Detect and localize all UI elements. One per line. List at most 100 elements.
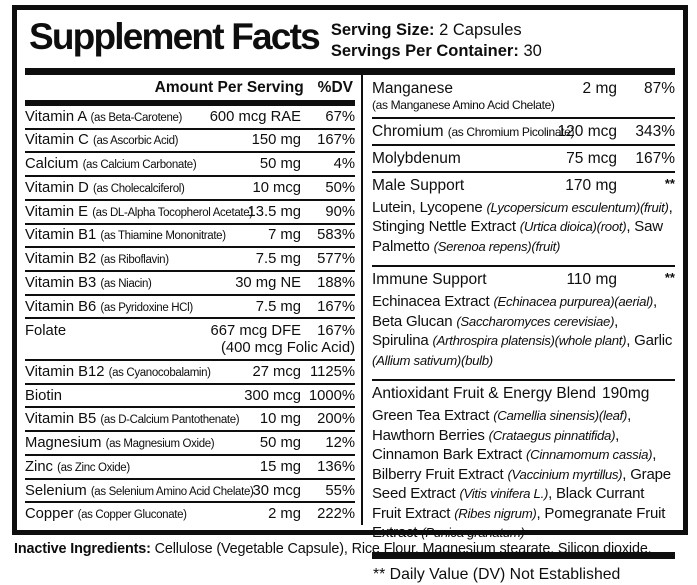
- ingredient-name: , Grape Seed Extract: [372, 465, 671, 503]
- left-header-bar: [25, 99, 355, 106]
- blend-ingredients: Echinacea Extract (Echinacea purpurea)(a…: [372, 290, 675, 379]
- nutrient-row: Vitamin E (as DL-Alpha Tocopherol Acetat…: [25, 198, 355, 223]
- right-column: Manganese 2 mg 87% (as Manganese Amino Acid…: [361, 74, 675, 583]
- dv-footnote: ** Daily Value (DV) Not Established: [373, 565, 621, 583]
- nutrient-row: Folate 667 mcg DFE 167% (400 mcg Folic Acid…: [25, 317, 355, 358]
- inactive-ingredients: Inactive Ingredients: Cellulose (Vegetab…: [14, 541, 696, 557]
- blend-dv: **: [664, 270, 675, 286]
- left-column-header: Amount Per Serving %DV: [25, 75, 355, 100]
- blend-amount: 170 mg: [565, 176, 617, 194]
- nutrient-amount: 2 mg: [268, 506, 301, 523]
- nutrient-form: (as Calcium Carbonate): [82, 159, 197, 172]
- nutrient-form: (as Copper Gluconate): [77, 509, 187, 522]
- nutrient-form: (as Cyanocobalamin): [108, 366, 211, 379]
- nutrient-amount: 13.5 mg: [247, 203, 301, 220]
- supplement-facts-panel: Supplement Facts Serving Size: 2 Capsule…: [12, 5, 688, 583]
- nutrient-name: Biotin: [25, 387, 63, 404]
- serving-size-label: Serving Size:: [330, 21, 435, 39]
- nutrient-dv: 188%: [317, 274, 355, 291]
- footnote-divider-bar: [372, 551, 675, 559]
- nutrient-amount: 50 mg: [259, 156, 301, 173]
- ingredient-name: , Hawthorn Berries: [372, 407, 632, 444]
- nutrient-form: (as D-Calcium Pantothenate): [100, 414, 240, 427]
- nutrient-amount: 667 mcg DFE: [210, 322, 301, 339]
- nutrient-row: Calcium (as Calcium Carbonate) 50 mg 4%: [25, 151, 355, 175]
- nutrient-dv: 577%: [317, 251, 355, 268]
- latin-name: (Lycopersicum esculentum)(fruit): [486, 199, 669, 215]
- ingredient-name: Green Tea Extract: [372, 407, 494, 425]
- latin-name: (Echinacea purpurea)(aerial): [493, 294, 653, 310]
- nutrient-amount: 15 mg: [259, 458, 301, 475]
- blend-amount: 190mg: [602, 385, 650, 403]
- latin-name: (Arthrospira platensis)(whole plant): [432, 333, 627, 349]
- nutrient-amount: 600 mcg RAE: [209, 108, 301, 125]
- nutrient-amount: 50 mg: [259, 435, 301, 452]
- nutrient-row: Vitamin C (as Ascorbic Acid) 150 mg 167%: [25, 127, 355, 152]
- blend-name: Male Support: [372, 176, 465, 194]
- nutrient-name: Vitamin B1 (as Thiamine Mononitrate): [25, 227, 226, 244]
- blend-section: Antioxidant Fruit & Energy Blend190mg**G…: [372, 381, 675, 552]
- nutrient-name: Manganese: [372, 79, 454, 97]
- panel-header: Supplement Facts Serving Size: 2 Capsule…: [25, 13, 675, 68]
- nutrient-form: (as Ascorbic Acid): [93, 135, 179, 148]
- nutrient-amount: 7.5 mg: [255, 251, 301, 268]
- servings-per-container-value: 30: [523, 42, 542, 61]
- ingredient-name: Lutein, Lycopene: [372, 198, 487, 216]
- nutrient-row: Zinc (as Zinc Oxide) 15 mg 136%: [25, 453, 355, 478]
- serving-size-line: Serving Size: 2 Capsules: [331, 20, 542, 41]
- nutrient-name: Vitamin B3 (as Niacin): [25, 274, 152, 291]
- nutrient-form: (as Manganese Amino Acid Chelate): [372, 97, 555, 112]
- ingredient-name: , Beta Glucan: [372, 293, 657, 330]
- nutrient-name: Copper (as Copper Gluconate): [25, 506, 187, 523]
- servings-per-container-line: Servings Per Container: 30: [331, 41, 542, 62]
- serving-info: Serving Size: 2 Capsules Servings Per Co…: [331, 16, 542, 63]
- nutrient-dv: 167%: [317, 322, 355, 339]
- blend-dv: **: [664, 175, 675, 191]
- left-column: Amount Per Serving %DV Vitamin A (as Bet…: [25, 75, 361, 525]
- nutrient-amount: 10 mg: [259, 411, 301, 428]
- nutrient-form: (as Pyridoxine HCl): [100, 301, 193, 314]
- nutrient-dv: 222%: [317, 506, 355, 523]
- serving-size-value: 2 Capsules: [439, 21, 522, 39]
- nutrient-dv: 167%: [317, 298, 355, 315]
- nutrient-row: Vitamin B1 (as Thiamine Mononitrate) 7 mg…: [25, 222, 355, 247]
- row-divider: [372, 265, 675, 268]
- nutrient-amount: 30 mg NE: [235, 274, 301, 291]
- nutrient-row: Molybdenum 75 mcg 167%: [372, 146, 675, 171]
- blend-amount: 110 mg: [566, 271, 617, 289]
- nutrient-row: Selenium (as Selenium Amino Acid Chelate…: [25, 477, 355, 502]
- nutrient-name: Vitamin B6 (as Pyridoxine HCl): [25, 298, 193, 315]
- inactive-ingredients-text: Cellulose (Vegetable Capsule), Rice Flou…: [150, 541, 652, 557]
- nutrient-amount: 120 mcg: [557, 122, 617, 140]
- nutrient-form: (as Thiamine Mononitrate): [100, 230, 226, 243]
- nutrient-name: Selenium (as Selenium Amino Acid Chelate…: [25, 482, 254, 499]
- ingredient-name: , Stinging Nettle Extract: [372, 198, 673, 236]
- nutrient-row: Vitamin D (as Cholecalciferol) 10 mcg 50%: [25, 175, 355, 199]
- nutrient-row: Magnesium (as Magnesium Oxide) 50 mg 12%: [25, 430, 355, 454]
- nutrient-form: (as Zinc Oxide): [57, 461, 130, 474]
- nutrient-name: Zinc (as Zinc Oxide): [25, 458, 130, 475]
- ingredient-name: , Black Currant Fruit Extract: [372, 485, 645, 522]
- nutrient-name: Folate: [25, 322, 67, 339]
- blend-ingredients: Lutein, Lycopene (Lycopersicum esculentu…: [372, 196, 675, 266]
- nutrient-row: Copper (as Copper Gluconate) 2 mg 222%: [25, 501, 355, 525]
- inactive-ingredients-label: Inactive Ingredients:: [14, 541, 151, 557]
- nutrient-table-left: Vitamin A (as Beta-Carotene) 600 mcg RAE 6…: [25, 106, 355, 525]
- nutrient-form: (as Niacin): [100, 277, 152, 290]
- blend-dv: **: [649, 384, 697, 399]
- nutrient-row: Manganese 2 mg 87% (as Manganese Amino Acid…: [372, 76, 675, 117]
- nutrient-name: Calcium (as Calcium Carbonate): [25, 156, 197, 173]
- blend-name: Antioxidant Fruit & Energy Blend: [372, 385, 597, 403]
- latin-name: (Saccharomyces cerevisiae): [456, 313, 615, 329]
- ingredient-name: , Garlic: [626, 332, 673, 350]
- nutrient-dv: 12%: [325, 435, 355, 452]
- latin-name: (Ribes nigrum): [454, 505, 537, 521]
- blend-header: Immune Support 110 mg **: [372, 267, 675, 290]
- nutrient-amount: 27 mcg: [252, 363, 301, 380]
- row-divider: [372, 379, 675, 382]
- nutrient-amount: 75 mcg: [566, 149, 617, 167]
- nutrient-row: Chromium (as Chromium Picolinate) 120 mcg…: [372, 119, 675, 144]
- nutrient-form: (as DL-Alpha Tocopherol Acetate): [92, 206, 253, 219]
- ingredient-name: , Bilberry Fruit Extract: [372, 446, 657, 483]
